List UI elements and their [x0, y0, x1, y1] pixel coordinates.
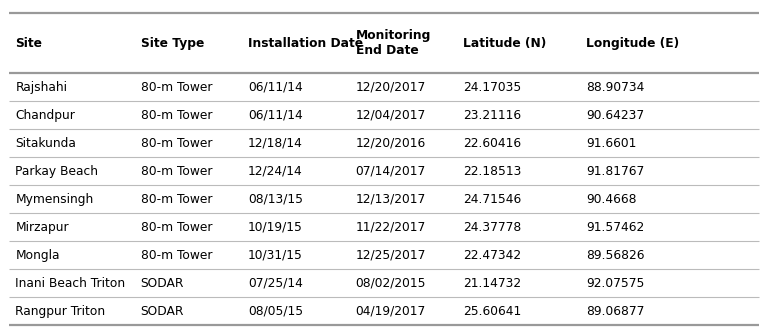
Text: 91.57462: 91.57462	[586, 221, 644, 234]
Text: SODAR: SODAR	[141, 277, 184, 290]
Text: Site Type: Site Type	[141, 37, 204, 50]
Text: 12/24/14: 12/24/14	[248, 165, 303, 178]
Text: 91.81767: 91.81767	[586, 165, 644, 178]
Text: Site: Site	[15, 37, 42, 50]
Text: 04/19/2017: 04/19/2017	[356, 305, 425, 318]
Text: 12/20/2017: 12/20/2017	[356, 81, 425, 94]
Text: 10/31/15: 10/31/15	[248, 249, 303, 262]
Text: 08/05/15: 08/05/15	[248, 305, 303, 318]
Text: 22.18513: 22.18513	[463, 165, 521, 178]
Text: 23.21116: 23.21116	[463, 109, 521, 122]
Text: 22.60416: 22.60416	[463, 136, 521, 150]
Text: 12/13/2017: 12/13/2017	[356, 193, 425, 206]
Text: 25.60641: 25.60641	[463, 305, 521, 318]
Text: 12/04/2017: 12/04/2017	[356, 109, 425, 122]
Text: Rangpur Triton: Rangpur Triton	[15, 305, 105, 318]
Text: Mymensingh: Mymensingh	[15, 193, 94, 206]
Text: 89.56826: 89.56826	[586, 249, 644, 262]
Text: 91.6601: 91.6601	[586, 136, 637, 150]
Text: 80-m Tower: 80-m Tower	[141, 193, 212, 206]
Text: 24.71546: 24.71546	[463, 193, 521, 206]
Text: 24.37778: 24.37778	[463, 221, 521, 234]
Text: 08/13/15: 08/13/15	[248, 193, 303, 206]
Text: 07/25/14: 07/25/14	[248, 277, 303, 290]
Text: 08/02/2015: 08/02/2015	[356, 277, 426, 290]
Text: 21.14732: 21.14732	[463, 277, 521, 290]
Text: Mongla: Mongla	[15, 249, 60, 262]
Text: 12/20/2016: 12/20/2016	[356, 136, 425, 150]
Text: Inani Beach Triton: Inani Beach Triton	[15, 277, 125, 290]
Text: 07/14/2017: 07/14/2017	[356, 165, 425, 178]
Text: Mirzapur: Mirzapur	[15, 221, 69, 234]
Text: 22.47342: 22.47342	[463, 249, 521, 262]
Text: Monitoring
End Date: Monitoring End Date	[356, 29, 431, 57]
Text: 80-m Tower: 80-m Tower	[141, 81, 212, 94]
Text: 06/11/14: 06/11/14	[248, 81, 303, 94]
Text: Installation Date: Installation Date	[248, 37, 363, 50]
Text: 80-m Tower: 80-m Tower	[141, 136, 212, 150]
Text: 88.90734: 88.90734	[586, 81, 644, 94]
Text: 11/22/2017: 11/22/2017	[356, 221, 425, 234]
Text: 90.4668: 90.4668	[586, 193, 637, 206]
Text: SODAR: SODAR	[141, 305, 184, 318]
Text: Chandpur: Chandpur	[15, 109, 75, 122]
Text: 80-m Tower: 80-m Tower	[141, 165, 212, 178]
Text: 80-m Tower: 80-m Tower	[141, 249, 212, 262]
Text: 90.64237: 90.64237	[586, 109, 644, 122]
Text: 80-m Tower: 80-m Tower	[141, 109, 212, 122]
Text: Rajshahi: Rajshahi	[15, 81, 68, 94]
Text: Longitude (E): Longitude (E)	[586, 37, 679, 50]
Text: 10/19/15: 10/19/15	[248, 221, 303, 234]
Text: 06/11/14: 06/11/14	[248, 109, 303, 122]
Text: 89.06877: 89.06877	[586, 305, 644, 318]
Text: Sitakunda: Sitakunda	[15, 136, 76, 150]
Text: 12/18/14: 12/18/14	[248, 136, 303, 150]
Text: Latitude (N): Latitude (N)	[463, 37, 546, 50]
Text: Parkay Beach: Parkay Beach	[15, 165, 98, 178]
Text: 80-m Tower: 80-m Tower	[141, 221, 212, 234]
Text: 24.17035: 24.17035	[463, 81, 521, 94]
Text: 12/25/2017: 12/25/2017	[356, 249, 426, 262]
Text: 92.07575: 92.07575	[586, 277, 644, 290]
